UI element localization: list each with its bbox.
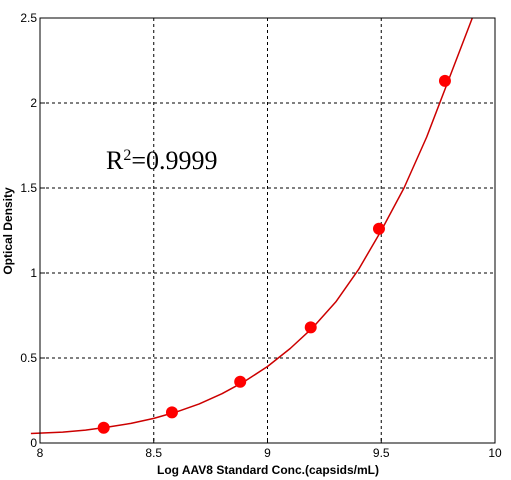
r-squared-annotation: R2=0.9999 — [106, 146, 218, 175]
y-tick-label: 1 — [30, 266, 37, 280]
x-axis-label: Log AAV8 Standard Conc.(capsids/mL) — [157, 463, 379, 477]
data-point — [97, 421, 110, 434]
y-tick-label: 2.5 — [20, 11, 37, 25]
data-point — [234, 375, 247, 388]
y-tick-label: 2 — [30, 96, 37, 110]
y-tick-label: 0 — [30, 436, 37, 450]
x-tick-layer: 8 8.5 9 9.5 10 — [37, 438, 502, 460]
fit-curve — [30, 17, 474, 435]
data-point — [165, 406, 178, 419]
data-point — [438, 74, 451, 87]
x-tick-label: 8.5 — [145, 446, 162, 460]
data-point — [372, 222, 385, 235]
curve-layer — [30, 17, 474, 435]
x-tick-label: 10 — [488, 446, 502, 460]
point-layer — [97, 74, 451, 434]
x-tick-label: 9.5 — [373, 446, 390, 460]
y-axis-label: Optical Density — [1, 187, 15, 275]
grid-layer — [40, 18, 495, 443]
y-tick-layer: 0 0.5 1 1.5 2 2.5 — [20, 11, 45, 450]
y-tick-label: 0.5 — [20, 351, 37, 365]
y-tick-label: 1.5 — [20, 181, 37, 195]
data-point — [304, 321, 317, 334]
x-tick-label: 9 — [264, 446, 271, 460]
x-tick-label: 8 — [37, 446, 44, 460]
